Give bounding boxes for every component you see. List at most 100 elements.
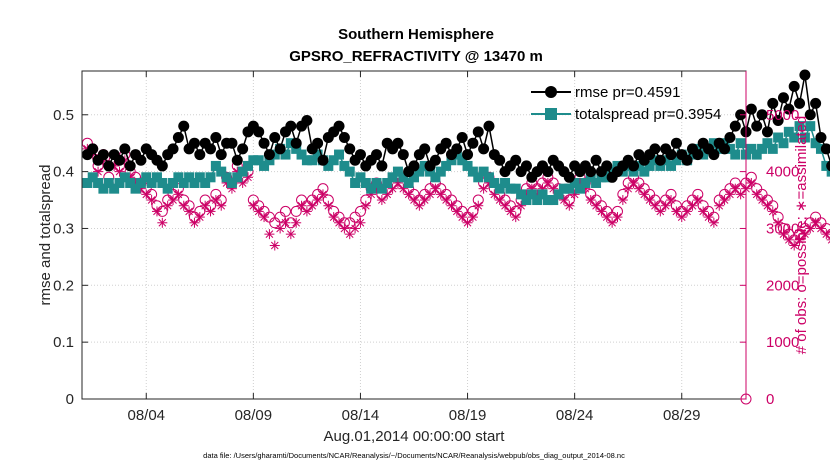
y-tick-label: 0.1 xyxy=(53,334,74,351)
spread-point xyxy=(778,138,789,149)
rmse-point xyxy=(258,137,270,149)
spread-point xyxy=(494,183,505,194)
spread-point xyxy=(746,143,757,154)
spread-point xyxy=(376,183,387,194)
obs-assimilated-point xyxy=(666,195,677,206)
y2-tick-label: 1000 xyxy=(766,334,799,351)
rmse-point xyxy=(97,149,109,161)
obs-assimilated-point xyxy=(248,200,259,211)
spread-point xyxy=(253,155,264,166)
spread-point xyxy=(392,166,403,177)
spread-point xyxy=(280,149,291,160)
rmse-point xyxy=(777,92,789,104)
spread-point xyxy=(184,172,195,183)
spread-point xyxy=(478,166,489,177)
rmse-point xyxy=(194,149,206,161)
rmse-point xyxy=(520,160,532,172)
spread-point xyxy=(435,166,446,177)
obs-assimilated-point xyxy=(633,183,644,194)
rmse-point xyxy=(665,149,677,161)
obs-assimilated-point xyxy=(344,229,355,240)
rmse-point xyxy=(719,143,731,155)
rmse-point xyxy=(670,137,682,149)
spread-point xyxy=(805,121,816,132)
obs-assimilated-point xyxy=(510,212,521,223)
spread-point xyxy=(457,155,468,166)
spread-point xyxy=(157,177,168,188)
spread-point xyxy=(382,177,393,188)
spread-point xyxy=(537,189,548,200)
obs-assimilated-point xyxy=(216,200,227,211)
rmse-point xyxy=(237,143,249,155)
rmse-point xyxy=(188,137,200,149)
spread-point xyxy=(516,189,527,200)
rmse-point xyxy=(451,143,463,155)
x-tick-label: 08/29 xyxy=(663,407,701,424)
spread-point xyxy=(757,143,768,154)
spread-point xyxy=(762,138,773,149)
spread-point xyxy=(671,155,682,166)
rmse-point xyxy=(585,166,597,178)
y-tick-label: 0 xyxy=(66,391,74,408)
y2-tick-label: 2000 xyxy=(766,277,799,294)
chart-subtitle: GPSRO_REFRACTIVITY @ 13470 m xyxy=(289,48,543,65)
rmse-point xyxy=(724,132,736,144)
obs-assimilated-point xyxy=(376,195,387,206)
spread-point xyxy=(135,177,146,188)
spread-point xyxy=(473,172,484,183)
spread-point xyxy=(403,177,414,188)
y-axis-left: 0 0.1 0.2 0.3 0.4 0.5 xyxy=(53,107,88,408)
spread-point xyxy=(151,172,162,183)
rmse-point xyxy=(794,97,806,109)
spread-point xyxy=(553,189,564,200)
spread-point xyxy=(398,172,409,183)
spread-point xyxy=(751,149,762,160)
rmse-point xyxy=(729,120,741,132)
spread-point xyxy=(103,177,114,188)
rmse-point xyxy=(344,143,356,155)
spread-point xyxy=(200,177,211,188)
spread-point xyxy=(773,132,784,143)
rmse-point xyxy=(456,132,468,144)
spread-point xyxy=(575,183,585,194)
rmse-point xyxy=(285,120,297,132)
spread-point xyxy=(810,138,821,149)
rmse-point xyxy=(799,69,811,81)
y-tick-label: 0.4 xyxy=(53,164,74,181)
x-tick-label: 08/14 xyxy=(342,407,380,424)
spread-point xyxy=(82,177,93,188)
spread-point xyxy=(296,149,307,160)
rmse-point xyxy=(119,143,131,155)
spread-point xyxy=(119,172,130,183)
spread-point xyxy=(194,172,205,183)
rmse-point xyxy=(510,154,522,166)
obs-assimilated-point xyxy=(194,212,205,223)
rmse-point xyxy=(692,149,704,161)
rmse-point xyxy=(708,149,720,161)
obs-assimilated-point xyxy=(243,172,253,183)
obs-assimilated-point xyxy=(280,217,291,228)
obs-assimilated-point xyxy=(151,206,162,217)
spread-point xyxy=(312,149,323,160)
rmse-point xyxy=(462,149,474,161)
data-file-footnote: data file: /Users/gharamti/Documents/NCA… xyxy=(203,451,625,460)
rmse-point xyxy=(601,160,613,172)
spread-point xyxy=(430,172,441,183)
obs-possible-point xyxy=(279,205,291,217)
rmse-point xyxy=(338,132,350,144)
spread-point xyxy=(510,183,521,194)
spread-point xyxy=(730,149,741,160)
spread-point xyxy=(114,177,125,188)
spread-point xyxy=(644,160,655,171)
rmse-point xyxy=(815,132,827,144)
rmse-point xyxy=(274,143,286,155)
obs-assimilated-point xyxy=(467,212,478,223)
spread-point xyxy=(98,183,109,194)
rmse-point xyxy=(231,154,243,166)
spread-point xyxy=(591,177,602,188)
chart-title: Southern Hemisphere xyxy=(338,26,494,43)
obs-assimilated-point xyxy=(339,223,350,234)
spread-point xyxy=(532,195,543,206)
spread-point xyxy=(168,177,179,188)
